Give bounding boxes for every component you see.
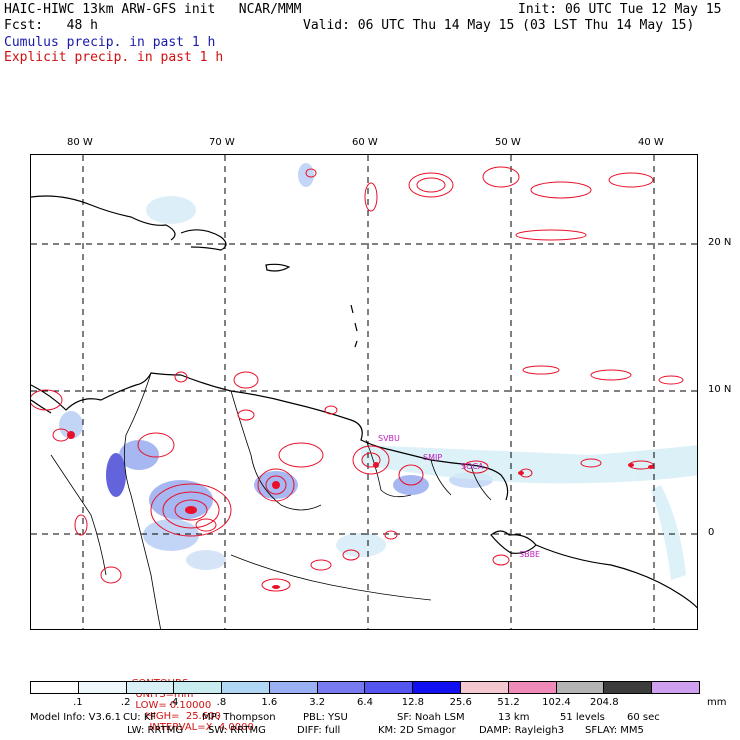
lon-label-50w: 50 W xyxy=(495,137,521,148)
hispaniola-coast xyxy=(180,229,227,251)
colorbar-tick-label: .8 xyxy=(216,697,227,708)
colorbar-tick-label: 51.2 xyxy=(497,697,520,708)
explicit-precip-contours xyxy=(31,166,684,592)
precip-map: SVBU SMJP SOCA SBBE xyxy=(30,154,698,630)
cumulus-precip-layer xyxy=(59,163,493,570)
colorbar-tick-label: 204.8 xyxy=(589,697,619,708)
south-america-north-coast xyxy=(31,372,509,501)
lat-label-20n: 20 N xyxy=(708,237,732,248)
contours-interval: INTERVAL=X 4.0000 xyxy=(149,722,254,733)
strong-contour-cells xyxy=(67,431,654,589)
model-info-item: DAMP: Rayleigh3 xyxy=(479,725,565,736)
model-info-item: MP: Thompson xyxy=(202,712,276,723)
cumulus-precip-label: Cumulus precip. in past 1 h xyxy=(4,35,216,50)
colorbar-swatch xyxy=(652,682,699,693)
light-precip-band xyxy=(361,445,697,580)
colorbar-swatch xyxy=(556,682,605,693)
colorbar-swatch xyxy=(78,682,127,693)
model-info-item: DIFF: full xyxy=(297,725,341,736)
cuba-coast xyxy=(31,195,176,241)
colorbar-tick-label: 3.2 xyxy=(309,697,326,708)
contours-units: UNITS=mm xyxy=(135,689,194,700)
colorbar-tick-label: 102.4 xyxy=(542,697,571,708)
colorbar-unit: mm xyxy=(707,697,727,708)
colorbar-swatch xyxy=(365,682,414,693)
station-label-sbbe: SBBE xyxy=(519,550,541,559)
lon-label-60w: 60 W xyxy=(352,137,378,148)
colorbar-swatch xyxy=(413,682,462,693)
colorbar-swatch xyxy=(31,682,79,693)
title-left: HAIC-HIWC 13km ARW-GFS init NCAR/MMM xyxy=(4,2,302,17)
colorbar-swatch xyxy=(461,682,509,693)
valid-time: Valid: 06 UTC Thu 14 May 15 (03 LST Thu … xyxy=(303,18,695,33)
contours-high: HIGH= 25.600 xyxy=(145,711,221,722)
station-label-svbu: SVBU xyxy=(378,434,400,443)
contours-low: LOW= 0.10000 xyxy=(135,700,212,711)
colorbar-tick-label: .1 xyxy=(73,697,83,708)
model-info-item: SF: Noah LSM xyxy=(397,712,465,723)
model-info-item: SW: RRTMG xyxy=(208,725,266,736)
model-info-item: Model Info: V3.6.1 xyxy=(30,712,121,723)
model-info-item: 51 levels xyxy=(560,712,605,723)
precip-colorbar xyxy=(30,681,700,694)
model-info-item: 13 km xyxy=(498,712,530,723)
colorbar-swatch xyxy=(508,682,557,693)
colorbar-swatch xyxy=(317,682,366,693)
lon-label-40w: 40 W xyxy=(638,137,664,148)
lat-label-0: 0 xyxy=(708,527,715,538)
colorbar-swatch xyxy=(269,682,318,693)
model-info-item: LW: RRTMG xyxy=(127,725,184,736)
panama-coast xyxy=(31,399,52,414)
coastlines xyxy=(31,195,697,609)
colorbar-tick-label: 25.6 xyxy=(449,697,472,708)
lon-label-80w: 80 W xyxy=(67,137,93,148)
colorbar-tick-label: .2 xyxy=(120,697,131,708)
colorbar-swatch xyxy=(126,682,175,693)
colorbar-tick-label: 6.4 xyxy=(357,697,373,708)
lesser-antilles xyxy=(350,304,358,348)
model-info-item: SFLAY: MM5 xyxy=(585,725,644,736)
model-info-item: PBL: YSU xyxy=(303,712,348,723)
colorbar-tick-label: 1.6 xyxy=(261,697,278,708)
country-borders xyxy=(50,372,492,629)
lat-lon-grid xyxy=(31,155,697,629)
colorbar-tick-label: 12.8 xyxy=(401,697,424,708)
forecast-hour: Fcst: 48 h xyxy=(4,18,98,33)
colorbar-swatch xyxy=(604,682,653,693)
lon-label-70w: 70 W xyxy=(209,137,235,148)
station-label-soca: SOCA xyxy=(461,462,484,471)
puerto-rico-coast xyxy=(265,263,291,272)
model-info-item: CU: KF xyxy=(123,712,157,723)
colorbar-swatch xyxy=(222,682,270,693)
map-canvas xyxy=(31,155,697,629)
colorbar-swatch xyxy=(174,682,223,693)
brazil-coast xyxy=(535,544,697,609)
lat-label-10n: 10 N xyxy=(708,384,732,395)
init-time: Init: 06 UTC Tue 12 May 15 xyxy=(518,2,722,17)
explicit-precip-label: Explicit precip. in past 1 h xyxy=(4,50,224,65)
colorbar-tick-label: .4 xyxy=(168,697,179,708)
model-info-item: KM: 2D Smagor xyxy=(378,725,456,736)
station-label-smjp: SMJP xyxy=(423,453,443,462)
model-info-item: 60 sec xyxy=(627,712,660,723)
contours-info: CONTOURS: UNITS=mm LOW= 0.10000 HIGH= 25… xyxy=(125,667,254,733)
